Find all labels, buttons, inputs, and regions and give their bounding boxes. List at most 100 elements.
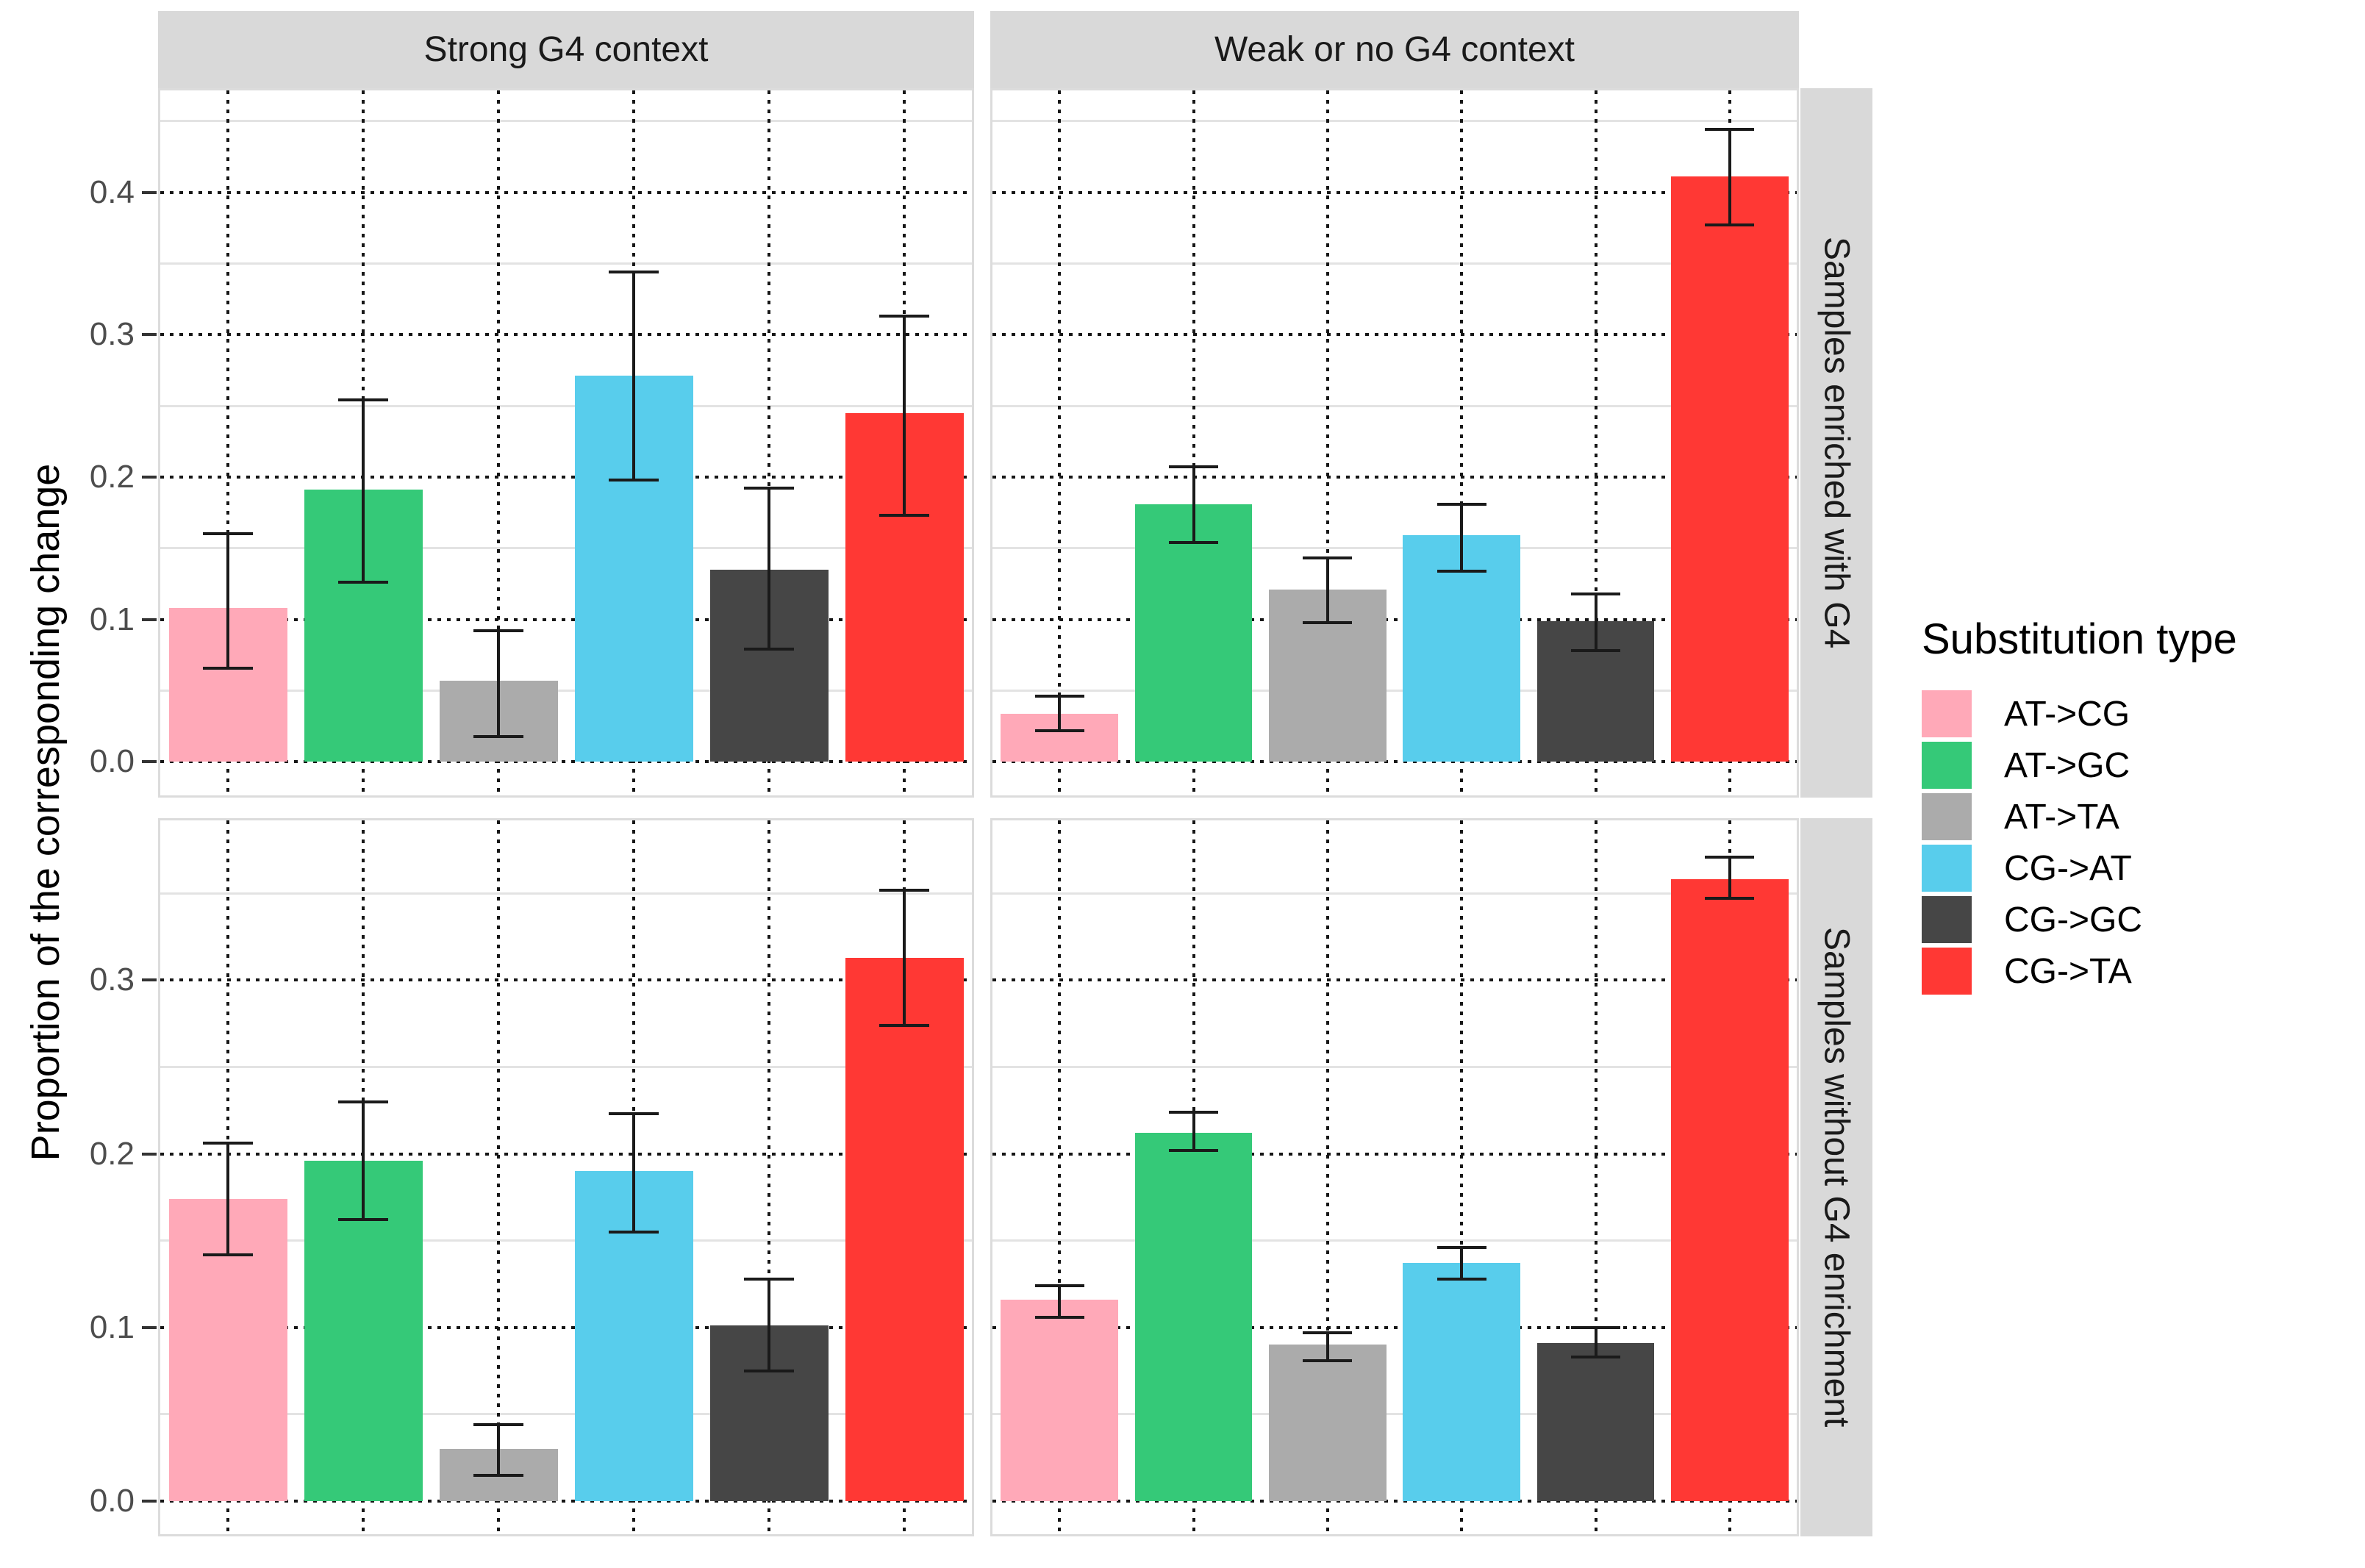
legend-label: CG->TA bbox=[2004, 951, 2132, 991]
error-bar-line bbox=[226, 1143, 229, 1255]
error-bar-cap-bottom bbox=[1168, 541, 1218, 545]
y-tick-mark bbox=[142, 1325, 157, 1329]
facet-strip-label: Samples without G4 enrichment bbox=[1817, 927, 1856, 1428]
gridline-minor bbox=[160, 1239, 972, 1242]
facet-strip-label: Strong G4 context bbox=[423, 30, 709, 69]
error-bar-cap-bottom bbox=[1436, 569, 1486, 573]
error-bar-cap-bottom bbox=[1034, 728, 1084, 732]
gridline-major bbox=[160, 1152, 972, 1156]
gridline-major bbox=[160, 617, 972, 621]
error-bar-cap-top bbox=[879, 888, 929, 892]
legend-item: AT->TA bbox=[1922, 793, 2237, 840]
gridline-minor bbox=[160, 892, 972, 895]
error-bar-line bbox=[1325, 1332, 1329, 1361]
legend-label: CG->AT bbox=[2004, 848, 2132, 888]
gridline-vertical bbox=[1460, 820, 1464, 1534]
y-axis-title: Proportion of the corresponding change bbox=[24, 463, 68, 1161]
y-tick-label: 0.2 bbox=[89, 1135, 135, 1172]
error-bar-cap-top bbox=[1705, 855, 1755, 859]
error-bar-cap-top bbox=[744, 1277, 794, 1281]
gridline-vertical bbox=[1192, 90, 1195, 795]
error-bar-cap-top bbox=[203, 1142, 253, 1145]
gridline-vertical bbox=[497, 90, 500, 795]
error-bar-cap-bottom bbox=[1705, 223, 1755, 227]
gridline-minor bbox=[160, 690, 972, 692]
error-bar-line bbox=[768, 488, 770, 650]
gridline-major bbox=[992, 1325, 1797, 1329]
error-bar-cap-top bbox=[1570, 1325, 1620, 1329]
error-bar-cap-bottom bbox=[338, 1218, 388, 1222]
error-bar-cap-bottom bbox=[473, 1473, 523, 1477]
error-bar-cap-top bbox=[1570, 592, 1620, 595]
gridline-major bbox=[992, 475, 1797, 479]
gridline-minor bbox=[160, 1065, 972, 1068]
error-bar-cap-bottom bbox=[744, 1369, 794, 1372]
bar-AT->TA bbox=[1269, 1345, 1387, 1502]
gridline-minor bbox=[992, 1413, 1797, 1416]
y-tick-mark bbox=[142, 1500, 157, 1503]
error-bar-cap-bottom bbox=[1436, 1277, 1486, 1281]
error-bar-line bbox=[632, 272, 635, 480]
gridline-minor bbox=[992, 404, 1797, 407]
error-bar-cap-top bbox=[473, 1423, 523, 1427]
error-bar-cap-top bbox=[1034, 695, 1084, 698]
legend-item: AT->CG bbox=[1922, 690, 2237, 737]
gridline-vertical bbox=[497, 820, 500, 1534]
gridline-major bbox=[160, 760, 972, 764]
error-bar-cap-top bbox=[1705, 128, 1755, 132]
legend-label: CG->GC bbox=[2004, 900, 2143, 939]
legend-swatch bbox=[1922, 948, 1972, 995]
gridline-major bbox=[992, 1152, 1797, 1156]
gridline-major bbox=[992, 333, 1797, 337]
y-tick-mark bbox=[142, 978, 157, 982]
legend: Substitution type AT->CG AT->GC AT->TA CG->… bbox=[1922, 615, 2237, 999]
error-bar-cap-bottom bbox=[1303, 1358, 1353, 1362]
bar-CG->GC bbox=[1536, 1343, 1655, 1502]
y-tick-mark bbox=[142, 1152, 157, 1156]
gridline-minor bbox=[160, 404, 972, 407]
legend-label: AT->GC bbox=[2004, 745, 2130, 785]
error-bar-line bbox=[1058, 696, 1062, 731]
legend-swatch bbox=[1922, 845, 1972, 892]
error-bar-cap-top bbox=[1168, 465, 1218, 469]
gridline-minor bbox=[992, 547, 1797, 550]
y-tick-label: 0.2 bbox=[89, 458, 135, 495]
legend-title: Substitution type bbox=[1922, 615, 2237, 663]
error-bar-cap-bottom bbox=[1168, 1148, 1218, 1152]
error-bar-cap-bottom bbox=[609, 478, 659, 482]
legend-items: AT->CG AT->GC AT->TA CG->AT CG->GC CG->TA bbox=[1922, 690, 2237, 995]
error-bar-cap-bottom bbox=[1303, 620, 1353, 624]
gridline-major bbox=[160, 1325, 972, 1329]
y-tick-label: 0.0 bbox=[89, 743, 135, 780]
error-bar-cap-bottom bbox=[203, 1253, 253, 1256]
error-bar-cap-top bbox=[609, 1112, 659, 1116]
gridline-vertical bbox=[1594, 90, 1597, 795]
facet-strip-label: Weak or no G4 context bbox=[1214, 30, 1575, 69]
facet-strip-col-strong-g4: Strong G4 context bbox=[158, 11, 974, 88]
error-bar-cap-bottom bbox=[879, 1023, 929, 1027]
error-bar-line bbox=[1594, 1327, 1597, 1357]
error-bar-line bbox=[1460, 504, 1464, 571]
gridline-vertical bbox=[1325, 90, 1329, 795]
error-bar-line bbox=[362, 1101, 365, 1220]
error-bar-line bbox=[768, 1278, 770, 1371]
error-bar-cap-bottom bbox=[1705, 897, 1755, 901]
gridline-minor bbox=[992, 892, 1797, 895]
error-bar-cap-bottom bbox=[203, 666, 253, 670]
facet-strip-row-enriched: Samples enriched with G4 bbox=[1800, 88, 1872, 798]
gridline-minor bbox=[160, 1413, 972, 1416]
error-bar-line bbox=[1594, 593, 1597, 651]
bar-CG->TA bbox=[1671, 879, 1789, 1502]
y-tick-label: 0.1 bbox=[89, 1309, 135, 1345]
gridline-major bbox=[160, 190, 972, 194]
facet-strip-label: Samples enriched with G4 bbox=[1817, 237, 1856, 649]
legend-item: CG->GC bbox=[1922, 896, 2237, 943]
gridline-minor bbox=[160, 547, 972, 550]
error-bar-cap-bottom bbox=[1570, 649, 1620, 653]
gridline-minor bbox=[992, 690, 1797, 692]
gridline-major bbox=[992, 617, 1797, 621]
error-bar-line bbox=[362, 400, 365, 583]
bar-CG->AT bbox=[1403, 1263, 1520, 1502]
gridline-major bbox=[160, 1500, 972, 1503]
